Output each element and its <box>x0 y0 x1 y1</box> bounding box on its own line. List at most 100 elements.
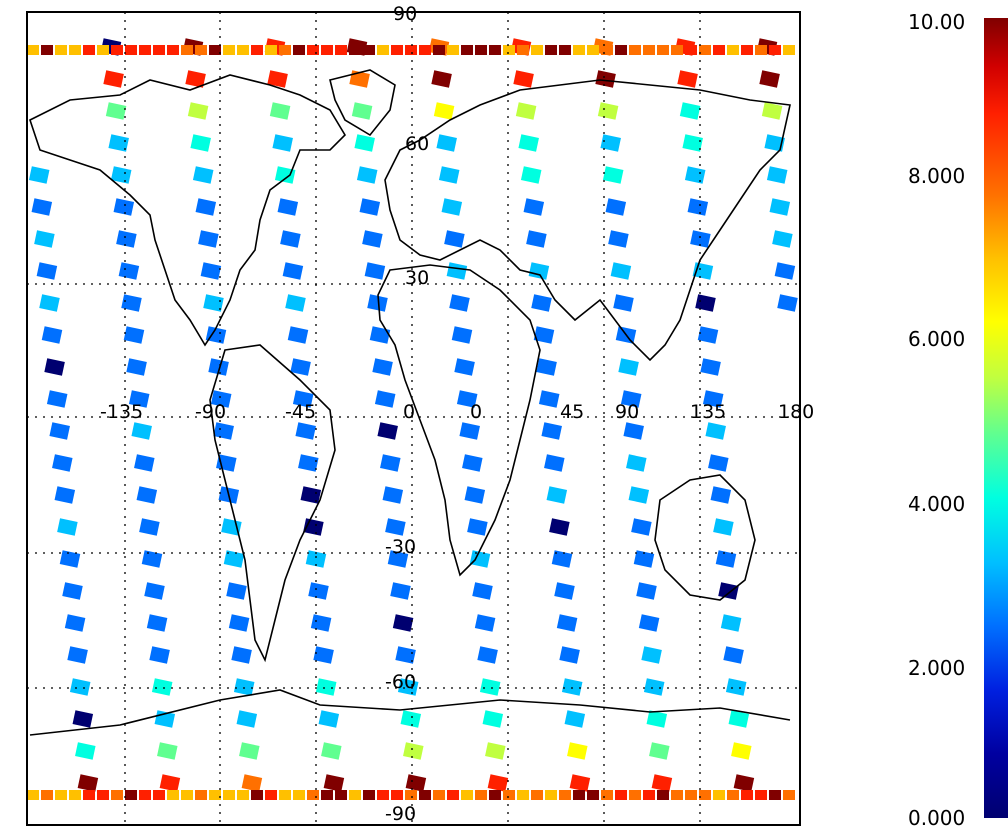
swath-cell <box>116 230 137 247</box>
swath-cell <box>226 582 247 599</box>
swath-cell <box>308 582 329 599</box>
swath-cell <box>272 134 293 151</box>
swath-cell <box>475 614 496 631</box>
polar-swath <box>433 790 445 800</box>
swath-cell <box>278 198 299 215</box>
swath-cell <box>403 742 424 759</box>
polar-swath <box>769 790 781 800</box>
swath-cell <box>734 774 755 791</box>
swath-cell <box>649 742 670 759</box>
lon-label-135: 135 <box>690 401 726 423</box>
swath-cell <box>513 70 534 87</box>
swath-cell <box>467 518 488 535</box>
swath-cell <box>470 550 491 567</box>
swath-cell <box>237 710 258 727</box>
swath-cell <box>196 198 217 215</box>
polar-swath <box>531 45 543 55</box>
swath-cell <box>772 230 793 247</box>
swath-cell <box>606 198 627 215</box>
swath-cell <box>680 102 701 119</box>
swath-cell <box>483 710 504 727</box>
swath-cell <box>239 742 260 759</box>
swath-cell <box>644 678 665 695</box>
polar-swath <box>279 45 291 55</box>
swath-cell <box>539 390 560 407</box>
swath-cell <box>731 742 752 759</box>
swath-cell <box>142 550 163 567</box>
swath-cell <box>152 678 173 695</box>
swath-cell <box>106 102 127 119</box>
polar-swath <box>517 790 529 800</box>
polar-swath <box>685 790 697 800</box>
swath-cell <box>32 198 53 215</box>
swath-cell <box>431 70 452 87</box>
polar-swath <box>209 790 221 800</box>
polar-swath <box>83 45 95 55</box>
swath-cell <box>224 550 245 567</box>
polar-swath <box>587 45 599 55</box>
swath-cell <box>434 102 455 119</box>
colorbar <box>984 18 1008 818</box>
swath-cell <box>242 774 263 791</box>
swath-cell <box>557 614 578 631</box>
lon-label-neg45: -45 <box>285 401 316 423</box>
swath-cell <box>280 230 301 247</box>
lat-label-60: 60 <box>405 133 429 155</box>
swath-cell <box>406 774 427 791</box>
swath-cell <box>201 262 222 279</box>
polar-swath <box>769 45 781 55</box>
swath-cell <box>641 646 662 663</box>
polar-swath <box>657 45 669 55</box>
swath-cell <box>147 614 168 631</box>
polar-swath <box>321 45 333 55</box>
swath-cell <box>57 518 78 535</box>
swath-cell <box>447 262 468 279</box>
polar-swath <box>55 45 67 55</box>
polar-swath <box>475 790 487 800</box>
swath-cell <box>385 518 406 535</box>
polar-swath <box>237 790 249 800</box>
polar-swath <box>755 790 767 800</box>
lat-label-neg90: -90 <box>385 803 416 825</box>
swath-cell <box>290 358 311 375</box>
swath-cell <box>767 166 788 183</box>
swath-cell <box>231 646 252 663</box>
polar-swath <box>433 45 445 55</box>
polar-swath <box>307 790 319 800</box>
swath-cell <box>360 198 381 215</box>
lat-label-neg60: -60 <box>385 671 416 693</box>
swath-cell <box>75 742 96 759</box>
swath-cell <box>157 742 178 759</box>
swath-cell <box>618 358 639 375</box>
swath-cell <box>114 198 135 215</box>
polar-swath <box>727 45 739 55</box>
swath-cell <box>124 326 145 343</box>
swath-cell <box>526 230 547 247</box>
polar-swath <box>279 790 291 800</box>
swath-cell <box>295 422 316 439</box>
swath-cell <box>552 550 573 567</box>
polar-swath <box>783 790 795 800</box>
swath-cell <box>316 678 337 695</box>
polar-swath <box>293 790 305 800</box>
swath-cell <box>775 262 796 279</box>
polar-swath <box>475 45 487 55</box>
swath-cell <box>380 454 401 471</box>
swath-cell <box>52 454 73 471</box>
swath-cell <box>324 774 345 791</box>
polar-swath <box>139 45 151 55</box>
polar-swath <box>643 45 655 55</box>
polar-swath <box>447 45 459 55</box>
swath-cell <box>626 454 647 471</box>
polar-swath <box>251 790 263 800</box>
swath-cell <box>155 710 176 727</box>
polar-swath <box>27 45 39 55</box>
colorbar-tick-0: 0.000 <box>908 808 965 828</box>
swath-cell <box>370 326 391 343</box>
polar-swath <box>83 790 95 800</box>
swath-cell <box>103 70 124 87</box>
swath-cell <box>160 774 181 791</box>
colorbar-tick-2: 2.000 <box>908 658 965 678</box>
colorbar-tick-10: 10.00 <box>908 12 965 32</box>
polar-swath <box>111 790 123 800</box>
